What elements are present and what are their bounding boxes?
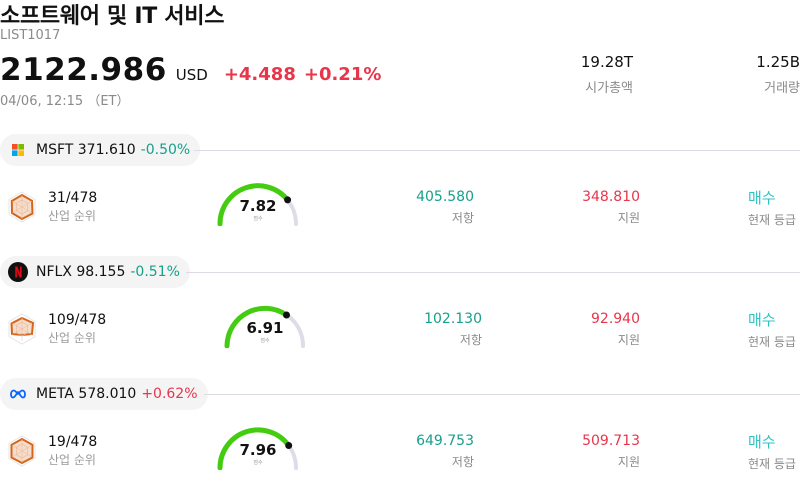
- industry-rank: 19/478 산업 순위: [48, 434, 97, 468]
- industry-rank-value: 109/478: [48, 312, 107, 328]
- score-label: 점수: [253, 460, 263, 466]
- netflix-logo-icon: [8, 262, 28, 282]
- current-rating: 매수 현재 등급: [748, 187, 800, 228]
- score-gauge: 7.96 점수: [216, 424, 300, 470]
- current-rating: 매수 현재 등급: [748, 309, 800, 350]
- volume-stat: 1.25B 거래량: [756, 53, 800, 96]
- industry-rank-label: 산업 순위: [48, 331, 96, 345]
- resistance-label: 저항: [459, 333, 482, 347]
- industry-rank: 31/478 산업 순위: [48, 190, 97, 224]
- support: 509.713 지원: [582, 433, 640, 470]
- price-change: +4.488: [223, 64, 296, 85]
- score-value: 7.96: [239, 441, 277, 459]
- industry-rank-label: 산업 순위: [48, 453, 96, 467]
- index-price: 2122.986: [0, 52, 167, 88]
- resistance-label: 저항: [451, 211, 474, 225]
- support-label: 지원: [617, 211, 640, 225]
- volume-label: 거래량: [764, 81, 800, 96]
- timestamp: 04/06, 12:15 （ET）: [0, 94, 130, 109]
- market-cap-stat: 19.28T 시가총액: [581, 53, 633, 96]
- score-gauge: 6.91 점수: [223, 302, 307, 348]
- support-value: 509.713: [582, 433, 640, 449]
- industry-rank-radar-icon: [8, 313, 36, 345]
- support: 348.810 지원: [582, 189, 640, 226]
- volume-value: 1.25B: [756, 53, 800, 71]
- meta-logo-icon: [8, 384, 28, 404]
- page-title: 소프트웨어 및 IT 서비스: [0, 4, 225, 29]
- support-value: 92.940: [591, 311, 640, 327]
- industry-rank-value: 31/478: [48, 190, 98, 206]
- microsoft-logo-icon: [8, 140, 28, 160]
- support-label: 지원: [617, 333, 640, 347]
- resistance: 405.580 저항: [416, 189, 474, 226]
- current-rating: 매수 현재 등급: [748, 431, 800, 472]
- rating-label: 현재 등급: [748, 457, 796, 471]
- support: 92.940 지원: [591, 311, 640, 348]
- stock-card-nflx: NFLX 98.155 -0.51% 109/478 산업 순위 6.91 점수…: [0, 256, 800, 378]
- rating-label: 현재 등급: [748, 213, 796, 227]
- stock-change-percent: -0.50%: [140, 142, 191, 158]
- divider: [194, 150, 800, 151]
- resistance: 649.753 저항: [416, 433, 474, 470]
- stock-chip-meta[interactable]: META 578.010 +0.62%: [0, 378, 208, 410]
- divider: [186, 272, 800, 273]
- industry-rank-radar-icon: [8, 191, 36, 223]
- stock-chip-nflx[interactable]: NFLX 98.155 -0.51%: [0, 256, 190, 288]
- currency: USD: [175, 66, 208, 84]
- resistance: 102.130 저항: [424, 311, 482, 348]
- stock-symbol-price: NFLX 98.155: [36, 264, 126, 280]
- score-gauge: 7.82 점수: [216, 180, 300, 226]
- stock-card-msft: MSFT 371.610 -0.50% 31/478 산업 순위 7.82 점수…: [0, 134, 800, 256]
- stock-chip-msft[interactable]: MSFT 371.610 -0.50%: [0, 134, 201, 166]
- rating-value: 매수: [748, 189, 776, 207]
- industry-rank-value: 19/478: [48, 434, 98, 450]
- industry-rank-label: 산업 순위: [48, 209, 96, 223]
- score-label: 점수: [260, 338, 270, 344]
- price-row: 2122.986 USD +4.488 +0.21%: [0, 52, 381, 88]
- score-value: 6.91: [246, 319, 284, 337]
- stock-symbol-price: MSFT 371.610: [36, 142, 136, 158]
- rating-value: 매수: [748, 311, 776, 329]
- rating-label: 현재 등급: [748, 335, 796, 349]
- stock-change-percent: -0.51%: [130, 264, 180, 280]
- score-label: 점수: [253, 216, 263, 222]
- rating-value: 매수: [748, 433, 776, 451]
- price-change-percent: +0.21%: [303, 64, 382, 85]
- stock-card-meta: META 578.010 +0.62% 19/478 산업 순위 7.96 점수…: [0, 378, 800, 488]
- resistance-value: 649.753: [416, 433, 474, 449]
- support-label: 지원: [617, 455, 640, 469]
- resistance-value: 405.580: [416, 189, 474, 205]
- market-cap-label: 시가총액: [585, 81, 633, 96]
- industry-rank-radar-icon: [8, 435, 36, 467]
- support-value: 348.810: [582, 189, 640, 205]
- stock-change-percent: +0.62%: [141, 386, 198, 402]
- divider: [204, 394, 800, 395]
- market-cap-value: 19.28T: [580, 53, 633, 71]
- score-value: 7.82: [239, 197, 277, 215]
- resistance-label: 저항: [451, 455, 474, 469]
- stock-symbol-price: META 578.010: [36, 386, 137, 402]
- industry-rank: 109/478 산업 순위: [48, 312, 106, 346]
- resistance-value: 102.130: [424, 311, 482, 327]
- index-code: LIST1017: [0, 28, 61, 43]
